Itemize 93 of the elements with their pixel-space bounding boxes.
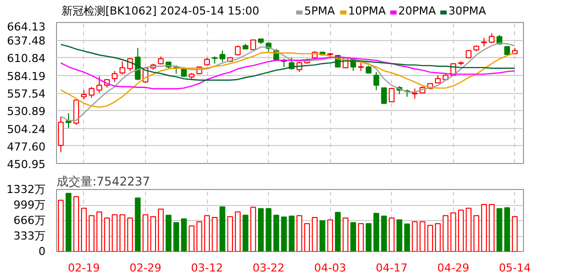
candlestick — [96, 76, 102, 94]
bar — [466, 208, 472, 252]
bar — [104, 217, 110, 252]
legend-label: 20PMA — [398, 4, 436, 18]
y-tick-label: 0 — [38, 245, 46, 258]
x-tick-label: 04-29 — [437, 262, 470, 274]
bar — [420, 221, 426, 252]
bar — [350, 222, 356, 252]
bar — [66, 192, 72, 252]
bar — [234, 211, 241, 252]
candlestick — [58, 116, 64, 153]
x-tick-label: 04-17 — [376, 262, 408, 274]
bar — [488, 204, 495, 252]
x-tick-label: 03-22 — [252, 262, 285, 274]
bar — [434, 223, 441, 252]
y-tick-label: 504.24 — [7, 122, 46, 136]
bar — [227, 216, 233, 252]
x-tick-label: 04-03 — [314, 262, 346, 274]
candlestick — [373, 71, 380, 91]
x-tick-label: 02-29 — [129, 262, 162, 274]
bar — [250, 206, 256, 252]
bar — [142, 214, 148, 252]
bar — [204, 215, 210, 252]
bar — [242, 214, 248, 252]
bar — [96, 211, 102, 252]
y-tick-label: 584.19 — [7, 70, 46, 83]
bar — [320, 220, 326, 252]
bar — [358, 223, 364, 252]
bar — [281, 216, 287, 252]
bar — [388, 217, 395, 252]
legend-label: 10PMA — [348, 4, 386, 18]
y-tick-label: 1332万 — [6, 183, 46, 196]
bar — [196, 221, 202, 252]
bar — [458, 210, 464, 252]
bar — [73, 196, 80, 252]
bar — [481, 204, 487, 252]
bar — [312, 217, 318, 252]
x-tick-label: 05-14 — [498, 262, 531, 274]
legend-label: 30PMA — [448, 4, 486, 18]
x-tick-label: 03-12 — [191, 262, 223, 274]
bar — [342, 217, 348, 252]
candlestick — [381, 87, 387, 105]
candlestick — [234, 45, 241, 56]
bar — [166, 214, 172, 252]
y-tick-label: 999万 — [14, 198, 46, 212]
bar — [442, 215, 448, 252]
legend-label: 5PMA — [304, 4, 336, 18]
bar — [366, 223, 372, 252]
bar — [134, 197, 141, 252]
line-series — [60, 42, 516, 122]
line-series — [60, 56, 516, 90]
y-tick-label: 664.13 — [7, 20, 46, 34]
bar — [212, 217, 218, 252]
candlestick — [488, 32, 495, 44]
bar — [450, 212, 456, 252]
candlestick — [112, 70, 118, 82]
y-tick-label: 610.84 — [7, 52, 46, 66]
y-tick-label: 450.95 — [7, 158, 46, 171]
bar — [150, 216, 156, 252]
bar — [220, 206, 226, 252]
line-series — [60, 44, 516, 81]
y-tick-label: 530.89 — [7, 105, 46, 118]
bar — [373, 212, 380, 252]
bar — [58, 200, 64, 252]
bar — [288, 216, 295, 252]
bar — [381, 216, 387, 252]
chart-title: 新冠检测[BK1062] 2024-05-14 15:00 — [61, 4, 260, 18]
bar — [473, 215, 480, 252]
bar — [427, 224, 434, 252]
y-tick-label: 333万 — [14, 230, 46, 242]
bar — [181, 218, 187, 252]
bar — [158, 208, 164, 252]
bar — [296, 215, 302, 252]
candlestick — [220, 50, 226, 63]
y-tick-label: 637.48 — [7, 34, 46, 48]
bar — [334, 212, 341, 252]
bar — [412, 221, 418, 252]
candlestick — [181, 66, 187, 78]
bar — [112, 214, 118, 252]
y-tick-label: 557.54 — [7, 88, 46, 100]
y-tick-label: 477.60 — [7, 140, 46, 154]
y-tick-label: 666万 — [14, 214, 46, 227]
candlestick — [388, 87, 395, 103]
bar — [188, 225, 195, 252]
bar — [273, 214, 280, 252]
candlestick — [412, 88, 418, 100]
candlestick — [250, 39, 256, 50]
bar — [173, 222, 180, 252]
bar — [304, 223, 310, 252]
bar — [327, 219, 334, 252]
text: 成交量:7542237 — [56, 174, 150, 188]
x-tick-label: 02-19 — [68, 262, 100, 274]
bar — [512, 216, 518, 252]
